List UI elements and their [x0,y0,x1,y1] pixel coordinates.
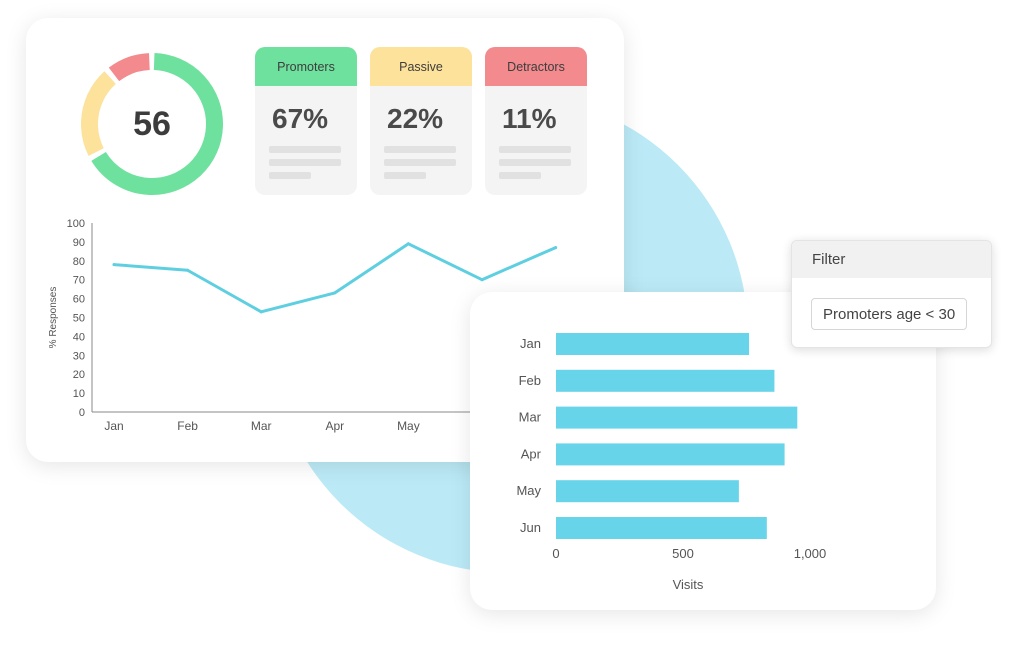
x-tick-label: Feb [177,419,198,433]
y-tick-label: 0 [79,407,85,419]
promoters-percent: 67% [272,103,329,134]
x-tick-label: 1,000 [794,546,827,561]
placeholder-line [384,159,456,166]
x-tick-label: Mar [251,419,272,433]
y-axis-title: % Responses [48,287,59,349]
placeholder-line [269,146,341,153]
bar-may [556,480,739,503]
promoters-card: Promoters 67% [255,47,357,195]
filter-chip[interactable]: Promoters age < 30 [811,298,968,330]
bar-jan [556,333,750,355]
line-point-feb [186,268,190,272]
placeholder-line [384,146,456,153]
line-point-jan [112,263,116,267]
line-point-jun [480,278,484,282]
passive-card: Passive 22% [370,47,472,195]
detractors-card: Detractors 11% [485,47,587,195]
x-tick-label: 0 [552,546,559,561]
y-tick-label: 60 [73,294,85,306]
filter-title: Filter [792,241,991,278]
y-tick-label: 10 [73,388,85,400]
detractors-percent: 11% [502,103,557,134]
y-tick-label: 50 [73,313,85,325]
placeholder-line [499,146,571,153]
placeholder-line [499,159,571,166]
nps-score: 56 [133,104,171,143]
line-point-apr [333,291,337,295]
y-tick-label: 20 [73,369,85,381]
donut-segment-passive [80,52,223,195]
bar-chart: Jan Feb Mar Apr May Jun 0 500 1,000 Visits [516,333,827,592]
bar-category-label: Mar [519,410,542,425]
x-tick-label: Apr [325,419,344,433]
bar-apr [556,443,785,466]
placeholder-line [384,172,426,179]
bar-category-label: Jan [520,336,541,351]
bar-feb [556,369,775,392]
x-tick-label: 500 [672,546,694,561]
bar-mar [556,406,798,429]
y-tick-label: 100 [67,218,85,230]
y-tick-label: 80 [73,256,85,268]
y-tick-label: 90 [73,237,85,249]
y-tick-label: 30 [73,350,85,362]
line-chart: 0 10 20 30 40 50 60 70 80 90 100 Jan Feb Mar Apr May % R… [48,218,606,433]
line-point-may [406,242,410,246]
y-tick-label: 70 [73,275,85,287]
placeholder-line [269,159,341,166]
bar-category-label: Jun [520,520,541,535]
donut-ring [80,52,223,195]
placeholder-line [269,172,311,179]
placeholder-line [499,172,541,179]
x-axis-title: Visits [673,577,704,592]
line-point-mar [259,310,263,314]
y-tick-label: 40 [73,331,85,343]
visits-card: Jan Feb Mar Apr May Jun 0 500 1,000 Visits [470,292,936,610]
promoters-label: Promoters [255,47,357,86]
passive-percent: 22% [387,103,444,134]
line-point-jul [554,246,558,250]
filter-panel: Filter Promoters age < 30 [791,240,992,348]
bar-category-label: Apr [521,446,542,461]
bar-jun [556,517,767,539]
bar-category-label: May [516,483,541,498]
bar-category-label: Feb [519,373,541,388]
nps-donut-chart: 56 [78,50,226,198]
passive-label: Passive [370,47,472,86]
x-tick-label: May [397,419,420,433]
x-tick-label: Jan [104,419,123,433]
detractors-label: Detractors [485,47,587,86]
